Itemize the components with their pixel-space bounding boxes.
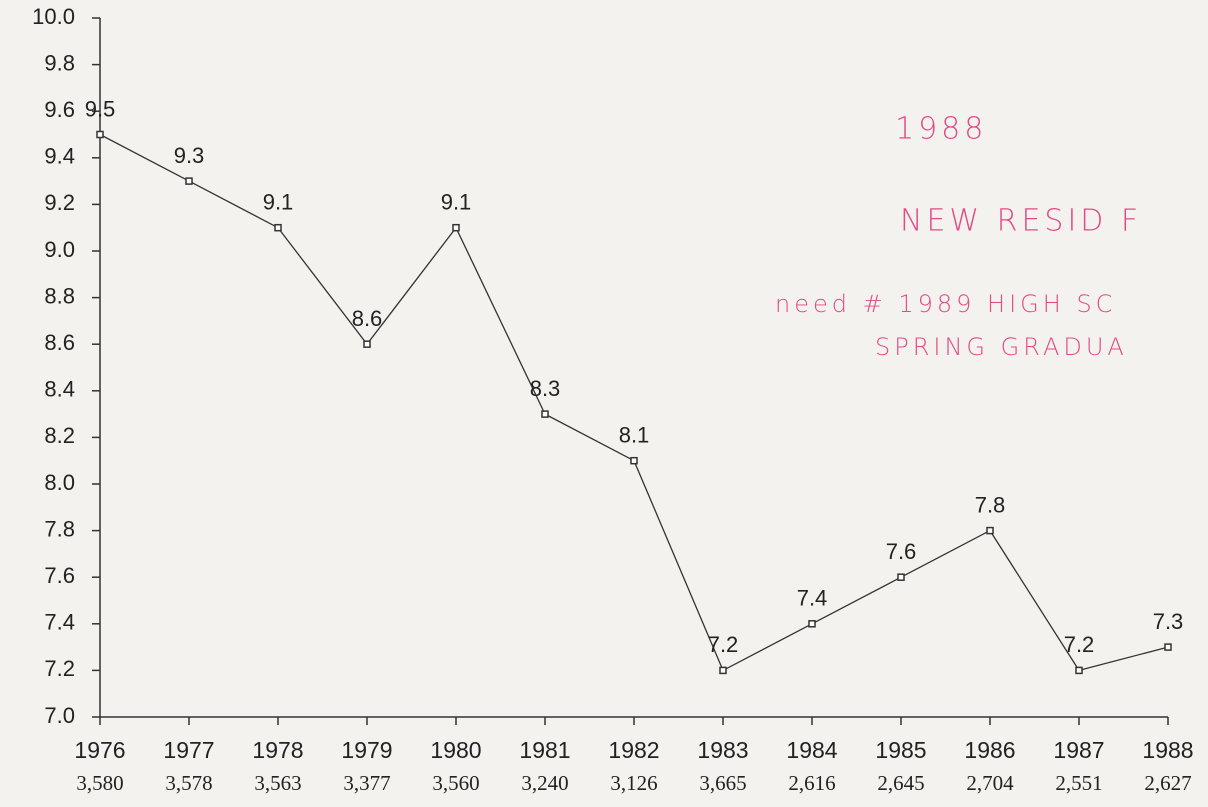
data-label: 7.2 (708, 632, 739, 657)
x-sublabel: 3,578 (165, 771, 212, 795)
x-tick-label: 1983 (697, 737, 748, 763)
y-tick-label: 7.8 (44, 516, 75, 541)
x-tick-label: 1981 (519, 737, 570, 763)
data-label: 9.1 (441, 190, 472, 215)
marker (897, 573, 905, 581)
y-tick-label: 9.8 (44, 50, 75, 75)
marker (719, 666, 727, 675)
data-label: 9.5 (85, 96, 116, 121)
y-tick-label: 7.4 (44, 610, 75, 635)
y-tick-label: 8.8 (44, 283, 75, 308)
y-tick-label: 8.4 (44, 377, 75, 402)
marker (1164, 643, 1172, 651)
marker (96, 130, 104, 139)
x-sublabel: 3,580 (76, 771, 123, 795)
data-label: 7.4 (797, 586, 828, 611)
data-label: 8.3 (530, 376, 561, 401)
data-label: 9.3 (174, 143, 205, 168)
x-sublabel: 2,627 (1144, 771, 1191, 795)
x-tick-label: 1986 (964, 737, 1015, 763)
y-tick-label: 9.2 (44, 190, 75, 215)
data-label: 8.6 (352, 306, 383, 331)
x-sublabel: 3,665 (699, 771, 746, 795)
x-tick-label: 1982 (608, 737, 659, 763)
marker (808, 620, 816, 628)
y-tick-label: 8.6 (44, 330, 75, 355)
data-label: 9.1 (263, 190, 294, 215)
x-tick-label: 1984 (786, 737, 837, 763)
y-tick-label: 8.2 (44, 423, 75, 448)
y-tick-label: 7.0 (44, 703, 75, 728)
x-tick-label: 1987 (1053, 737, 1104, 763)
x-tick-label: 1979 (341, 737, 392, 763)
x-tick-label: 1980 (430, 737, 481, 763)
data-label: 7.6 (886, 539, 917, 564)
x-tick-label: 1977 (163, 737, 214, 763)
x-tick-label: 1978 (252, 737, 303, 763)
y-tick-label: 9.6 (44, 97, 75, 122)
x-sublabel: 3,560 (432, 771, 479, 795)
annotation: SPRING GRADUA (875, 333, 1128, 361)
marker (630, 456, 638, 465)
x-sublabel: 2,704 (966, 771, 1014, 795)
x-sublabel: 2,645 (877, 771, 924, 795)
x-sublabel: 2,551 (1055, 771, 1102, 795)
data-label: 7.2 (1064, 632, 1095, 657)
x-tick-label: 1985 (875, 737, 926, 763)
x-sublabel: 3,377 (343, 771, 390, 795)
marker (363, 340, 371, 348)
data-label: 7.8 (975, 492, 1006, 517)
marker (541, 410, 549, 418)
annotation: 1988 (895, 112, 987, 147)
marker (185, 177, 193, 185)
y-tick-label: 9.4 (44, 144, 75, 169)
x-sublabel: 2,616 (788, 771, 835, 795)
marker (1075, 666, 1083, 675)
marker (274, 223, 282, 232)
y-tick-label: 7.2 (44, 656, 75, 681)
marker (452, 223, 460, 232)
x-tick-label: 1976 (74, 737, 125, 763)
x-sublabel: 3,126 (610, 771, 657, 795)
x-tick-label: 1988 (1142, 737, 1193, 763)
y-tick-label: 10.0 (32, 4, 75, 29)
marker (986, 526, 994, 535)
y-tick-label: 9.0 (44, 237, 75, 262)
data-label: 7.3 (1153, 609, 1184, 634)
y-tick-label: 8.0 (44, 470, 75, 495)
x-sublabel: 3,563 (254, 771, 301, 795)
annotation: need # 1989 HIGH SC (775, 290, 1116, 318)
y-tick-label: 7.6 (44, 563, 75, 588)
data-label: 8.1 (619, 423, 650, 448)
annotation: NEW RESID F (900, 204, 1142, 239)
x-sublabel: 3,240 (521, 771, 568, 795)
